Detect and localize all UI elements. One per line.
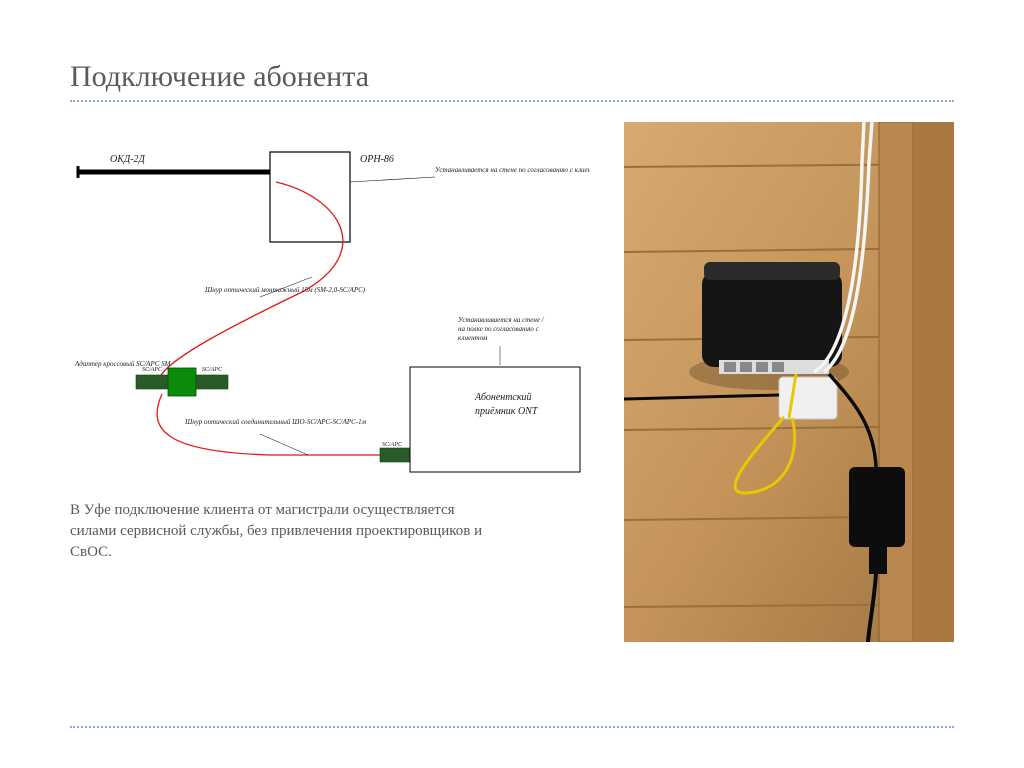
orn-box xyxy=(270,152,350,242)
adapter-group: SC/APC SC/APC xyxy=(136,367,228,396)
ont-box xyxy=(410,367,580,472)
port xyxy=(756,362,768,372)
port xyxy=(772,362,784,372)
ont-label-line1: Абонентский xyxy=(474,392,532,403)
left-column: ОКД-2Д ОРН-86 Устанавливается на стене п… xyxy=(70,122,594,642)
leader-patch xyxy=(260,434,308,455)
psu-body xyxy=(849,467,905,547)
cord-label: Шнур оптический монтажный 15м (SM-2,0-SC… xyxy=(204,286,366,294)
patch-label: Шнур оптический соединительный ШО-SC/APC… xyxy=(184,418,367,426)
ont-note: Устанавливается на стене / на полке по с… xyxy=(458,316,545,342)
wiring-diagram: ОКД-2Д ОРН-86 Устанавливается на стене п… xyxy=(70,122,590,482)
router-body xyxy=(702,272,842,367)
port xyxy=(724,362,736,372)
wall-note: Устанавливается на стене по согласованию… xyxy=(435,166,590,174)
corner-side xyxy=(913,122,954,642)
page-title: Подключение абонента xyxy=(70,60,954,94)
footer-divider xyxy=(70,726,954,728)
red-cord-upper xyxy=(160,182,343,377)
orn-label: ОРН-86 xyxy=(360,154,394,165)
adapter-label: Адаптер кроссовый SC/APC SM xyxy=(74,360,172,368)
port xyxy=(740,362,752,372)
title-divider xyxy=(70,100,954,102)
router-top xyxy=(704,262,840,280)
leader-wall-note xyxy=(350,177,435,182)
photo-svg xyxy=(624,122,954,642)
content-row: ОКД-2Д ОРН-86 Устанавливается на стене п… xyxy=(70,122,954,642)
diagram-svg: ОКД-2Д ОРН-86 Устанавливается на стене п… xyxy=(70,122,590,482)
lower-connector xyxy=(380,448,410,462)
photo-panel xyxy=(624,122,954,642)
ont-label-line2: приёмник ONT xyxy=(475,406,539,417)
cable-left-label: ОКД-2Д xyxy=(110,154,146,165)
splice-box xyxy=(779,377,837,419)
psu-plug xyxy=(869,542,887,574)
caption-text: В Уфе подключение клиента от магистрали … xyxy=(70,500,500,563)
sc-label-3: SC/APC xyxy=(382,442,403,448)
sc-label-2: SC/APC xyxy=(202,367,223,373)
